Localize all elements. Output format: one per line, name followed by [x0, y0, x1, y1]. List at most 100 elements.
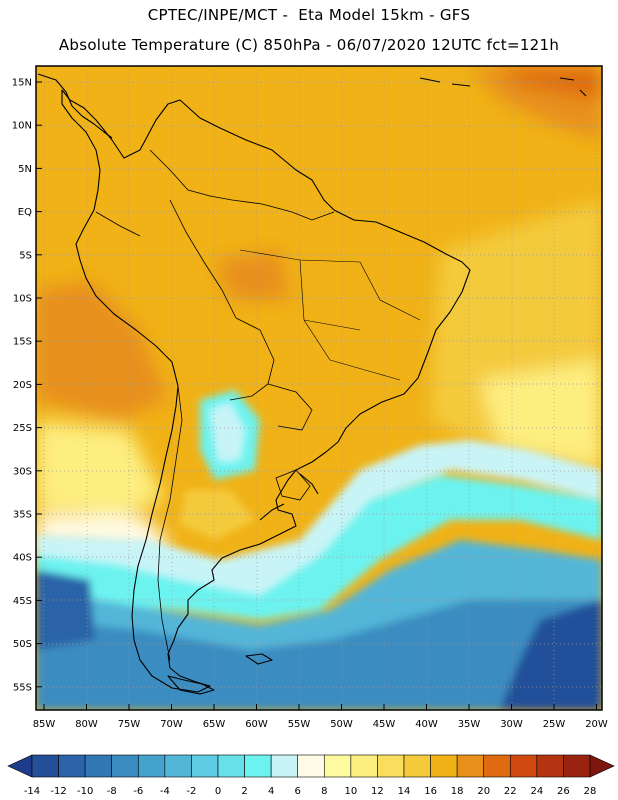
colorbar-swatch [323, 754, 352, 778]
colorbar-label: 8 [321, 786, 327, 797]
colorbar-swatch [244, 754, 272, 778]
colorbar-label: -14 [24, 786, 40, 797]
lat-label: 10S [13, 294, 32, 305]
colorbar-swatch [350, 754, 378, 778]
colorbar-swatch [84, 754, 113, 778]
temperature-field [36, 66, 602, 710]
colorbar-arrow-right [589, 754, 615, 778]
field-yellow-south [36, 420, 165, 515]
caribbean-islands [419, 77, 587, 97]
border-bolivia [229, 317, 275, 401]
field-warm-amazon [215, 250, 290, 300]
colorbar-label: 0 [215, 786, 221, 797]
border-chile-argentina [157, 385, 183, 661]
lon-label: 45W [373, 719, 396, 730]
border-paraguay [267, 383, 313, 431]
colorbar-swatch [164, 754, 192, 778]
border-uruguay [275, 469, 311, 501]
field-deep-blue [500, 600, 602, 710]
lon-label: 20W [585, 719, 608, 730]
lat-label: 40S [13, 553, 32, 564]
country-borders [95, 149, 421, 661]
south-america-outline [61, 89, 471, 693]
colorbar-swatch [58, 754, 86, 778]
chart-title-line2: Absolute Temperature (C) 850hPa - 06/07/… [58, 36, 560, 54]
lon-label: 50W [330, 719, 353, 730]
field-mid-blue [36, 600, 602, 710]
field-pale-chaco [210, 402, 245, 462]
falklands [245, 653, 273, 665]
lon-label: 35W [458, 719, 481, 730]
colorbar-swatch [483, 754, 511, 778]
coastlines [37, 73, 587, 695]
lat-label: 10N [12, 121, 32, 132]
colorbar-label: 14 [398, 786, 411, 797]
field-deep-blue-west [36, 570, 95, 650]
brazil-states [239, 249, 421, 381]
colorbar-label: 22 [504, 786, 517, 797]
colorbar-swatch [270, 754, 299, 778]
colorbar-label: 16 [424, 786, 437, 797]
colorbar-swatch [430, 754, 458, 778]
tierra-del-fuego [167, 675, 215, 695]
lat-label: 15N [12, 78, 32, 89]
field-warm-pacific [36, 280, 168, 420]
lat-label: 5S [19, 250, 32, 261]
colorbar-swatch [31, 754, 59, 778]
rio-de-la-plata [259, 503, 285, 521]
lon-label: 60W [245, 719, 268, 730]
lon-label: 25W [543, 719, 566, 730]
field-pale-east [480, 360, 602, 470]
colorbar-swatch [297, 754, 325, 778]
chart-title-line1: CPTEC/INPE/MCT - Eta Model 15km - GFS [147, 6, 471, 24]
colorbar-label: -10 [77, 786, 93, 797]
lat-label: 20S [13, 380, 32, 391]
lat-label: 45S [13, 596, 32, 607]
field-cyan-band [36, 475, 602, 620]
colorbar-label: 4 [268, 786, 274, 797]
lat-label: 35S [13, 510, 32, 521]
lat-label: 5N [18, 164, 32, 175]
colorbar-swatch [456, 754, 485, 778]
colorbar-label: 18 [451, 786, 464, 797]
colorbar-label: -2 [186, 786, 196, 797]
colorbar-label: 26 [557, 786, 570, 797]
colorbar-label: -4 [160, 786, 170, 797]
lat-label: 30S [13, 466, 32, 477]
colorbar-label: 10 [344, 786, 357, 797]
border-brazil-north [231, 199, 335, 221]
colorbar: -14 -12 -10 -8 -6 -4 -2 0 2 4 6 8 10 12 14 16 18 20 22 24 26… [7, 754, 615, 797]
colorbar-swatch [563, 754, 591, 778]
grid-lines [36, 66, 602, 710]
field-cold-band [36, 440, 602, 600]
lon-label: 65W [203, 719, 226, 730]
colorbar-swatch [191, 754, 219, 778]
colorbar-label: -12 [50, 786, 66, 797]
colorbar-swatch [509, 754, 538, 778]
colorbar-label: 24 [530, 786, 543, 797]
lon-label: 75W [118, 719, 141, 730]
colorbar-swatch [536, 754, 564, 778]
lat-label: EQ [18, 207, 32, 218]
colorbar-label: -8 [107, 786, 117, 797]
lon-label: 80W [75, 719, 98, 730]
colorbar-arrow-left [7, 754, 33, 778]
colorbar-label: 20 [477, 786, 490, 797]
border-ecuador-peru [95, 211, 141, 237]
lon-label: 70W [160, 719, 183, 730]
field-hot-caribbean [500, 66, 602, 100]
colorbar-label: 6 [295, 786, 301, 797]
lon-label: 85W [33, 719, 56, 730]
longitude-labels: 85W 80W 75W 70W 65W 60W 55W 50W 45W 40W 35W 30W 25W 2… [33, 704, 608, 730]
colorbar-swatch [111, 754, 139, 778]
lon-label: 40W [415, 719, 438, 730]
lon-label: 55W [288, 719, 311, 730]
colorbar-label: -6 [133, 786, 143, 797]
border-peru-brazil [169, 199, 237, 319]
latitude-labels: 15N 10N 5N EQ 5S 10S 15S 20S 25S 30S 35S 40S 45S 50S 5… [12, 78, 42, 693]
border-colombia-venezuela [149, 149, 233, 201]
colorbar-swatch [137, 754, 166, 778]
colorbar-swatch [403, 754, 431, 778]
colorbar-label: 28 [584, 786, 597, 797]
